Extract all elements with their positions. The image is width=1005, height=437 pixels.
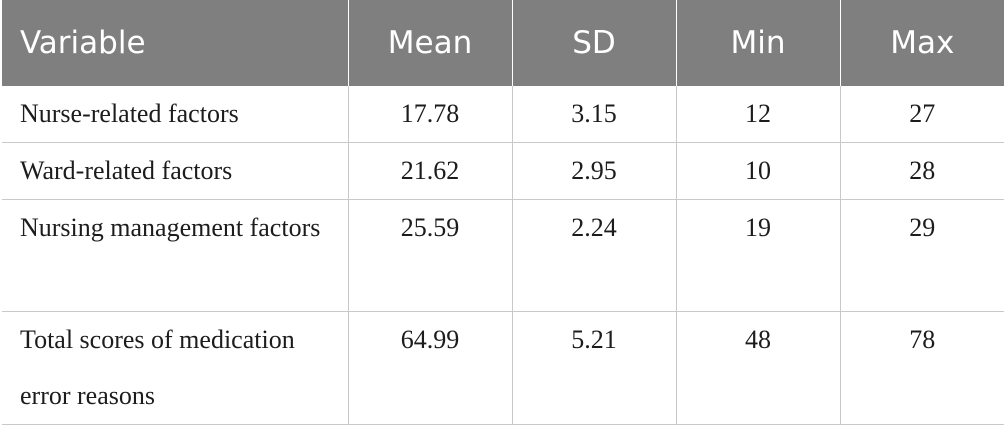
cell-mean: 17.78 bbox=[347, 86, 513, 143]
statistics-table: Variable Mean SD Min Max Nurse-related f… bbox=[2, 0, 1004, 425]
column-header-max: Max bbox=[840, 0, 1004, 86]
table-body: Nurse-related factors 17.78 3.15 12 27 W… bbox=[2, 86, 1004, 425]
cell-variable: Ward-related factors bbox=[2, 142, 349, 200]
table-row: Nurse-related factors 17.78 3.15 12 27 bbox=[2, 86, 1004, 143]
cell-sd: 2.24 bbox=[511, 199, 677, 312]
table-row: Ward-related factors 21.62 2.95 10 28 bbox=[2, 142, 1004, 200]
cell-min: 12 bbox=[675, 86, 841, 143]
cell-min: 19 bbox=[675, 199, 841, 312]
cell-max: 27 bbox=[839, 86, 1004, 143]
header-row: Variable Mean SD Min Max bbox=[2, 0, 1004, 86]
table-row: Total scores of medication error reasons… bbox=[2, 311, 1004, 425]
cell-min: 48 bbox=[675, 311, 841, 425]
cell-mean: 21.62 bbox=[347, 142, 513, 200]
cell-min: 10 bbox=[675, 142, 841, 200]
column-header-variable: Variable bbox=[2, 0, 349, 86]
cell-max: 28 bbox=[839, 142, 1004, 200]
column-header-sd: SD bbox=[512, 0, 677, 86]
cell-max: 29 bbox=[839, 199, 1004, 312]
column-header-mean: Mean bbox=[348, 0, 513, 86]
cell-mean: 25.59 bbox=[347, 199, 513, 312]
cell-max: 78 bbox=[839, 311, 1004, 425]
statistics-table-container: Variable Mean SD Min Max Nurse-related f… bbox=[2, 0, 1004, 425]
cell-sd: 2.95 bbox=[511, 142, 677, 200]
cell-variable: Nursing management factors bbox=[2, 199, 349, 312]
cell-variable: Nurse-related factors bbox=[2, 86, 349, 143]
table-header: Variable Mean SD Min Max bbox=[2, 0, 1004, 86]
cell-sd: 5.21 bbox=[511, 311, 677, 425]
column-header-min: Min bbox=[676, 0, 841, 86]
cell-variable: Total scores of medication error reasons bbox=[2, 311, 349, 425]
cell-sd: 3.15 bbox=[511, 86, 677, 143]
cell-mean: 64.99 bbox=[347, 311, 513, 425]
table-row: Nursing management factors 25.59 2.24 19… bbox=[2, 199, 1004, 312]
